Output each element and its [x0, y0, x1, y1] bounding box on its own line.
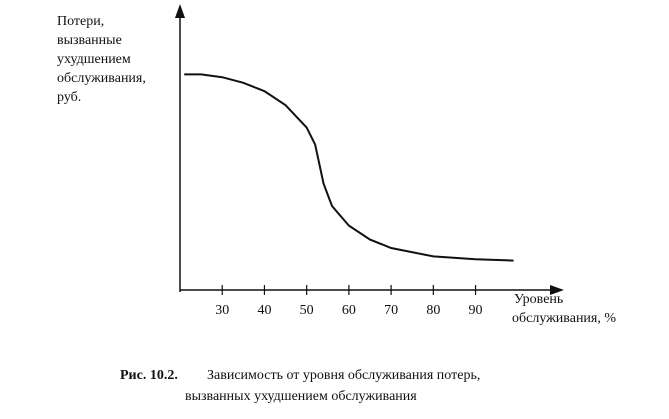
caption-number: Рис. 10.2.	[120, 368, 178, 383]
x-tick-label: 80	[426, 303, 440, 318]
y-axis-label: Потери,	[57, 14, 104, 29]
y-axis-label: ухудшением	[57, 52, 131, 67]
y-axis-label: обслуживания,	[57, 71, 146, 86]
x-axis-label: обслуживания, %	[512, 311, 616, 326]
x-tick-label: 60	[342, 303, 356, 318]
x-tick-label: 90	[469, 303, 483, 318]
x-tick-label: 40	[257, 303, 271, 318]
x-axis-arrow	[550, 285, 564, 295]
caption-line: Зависимость от уровня обслуживания потер…	[207, 368, 480, 383]
y-axis-label: вызванные	[57, 33, 122, 48]
y-axis-label: руб.	[57, 90, 81, 105]
curve	[184, 73, 514, 262]
x-tick-label: 70	[384, 303, 398, 318]
x-axis-label: Уровень	[514, 292, 563, 307]
caption-line: вызванных ухудшением обслуживания	[185, 389, 417, 404]
x-tick-label: 30	[215, 303, 229, 318]
x-tick-label: 50	[300, 303, 314, 318]
y-axis-arrow	[175, 4, 185, 18]
